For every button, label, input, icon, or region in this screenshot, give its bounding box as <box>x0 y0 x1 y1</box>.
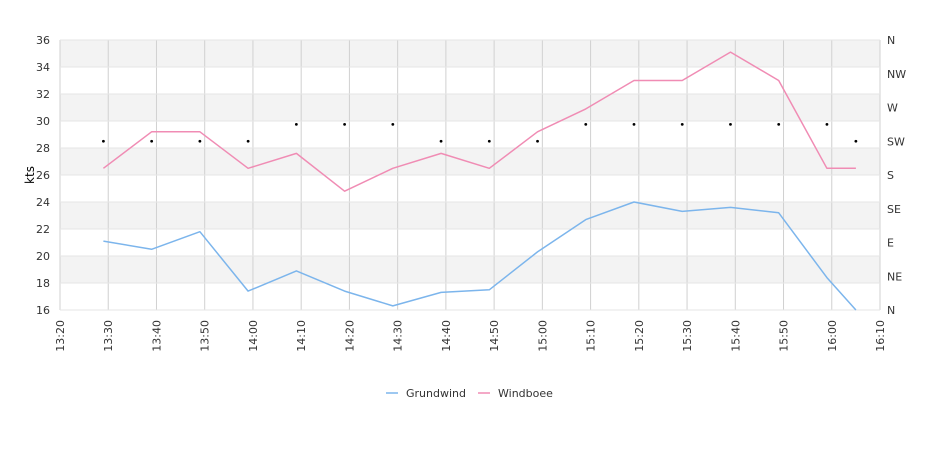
horizontal-gridlines <box>60 39 880 311</box>
y-axis-label: kts <box>23 166 37 184</box>
right-axis-label: N <box>887 304 895 317</box>
x-tick-label: 15:20 <box>633 320 646 352</box>
direction-markers <box>102 122 858 143</box>
plot-band <box>60 121 880 148</box>
direction-marker <box>246 139 250 143</box>
series-line-grundwind <box>103 201 857 311</box>
direction-marker <box>777 122 781 126</box>
x-tick-label: 15:50 <box>778 320 791 352</box>
direction-marker <box>729 122 732 126</box>
y-tick-label: 30 <box>36 115 50 128</box>
y-tick-label: 22 <box>36 223 50 236</box>
x-tick-label: 13:50 <box>199 320 212 352</box>
direction-marker <box>150 139 154 143</box>
right-axis-label: W <box>887 102 898 115</box>
right-axis-label: NE <box>887 270 902 283</box>
plot-band <box>60 229 880 256</box>
y-tick-label: 28 <box>36 142 50 155</box>
right-axis-label: SE <box>887 203 901 216</box>
direction-marker <box>439 139 443 143</box>
x-tick-label: 15:10 <box>585 320 598 352</box>
y-tick-label: 24 <box>36 196 50 209</box>
x-tick-label: 15:00 <box>536 320 549 352</box>
plot-band <box>60 256 880 283</box>
direction-marker <box>680 122 684 126</box>
y-tick-label: 18 <box>36 277 50 290</box>
plot-band <box>60 202 880 229</box>
x-tick-label: 15:30 <box>681 320 694 352</box>
legend-label: Windboee <box>498 387 553 400</box>
plot-band <box>60 283 880 310</box>
direction-marker <box>854 139 858 143</box>
direction-marker <box>343 122 346 126</box>
x-tick-label: 13:20 <box>54 320 67 352</box>
series-line-windboee <box>102 51 856 192</box>
plot-band <box>60 148 880 175</box>
x-tick-label: 14:50 <box>488 320 501 352</box>
right-axis-label: E <box>887 237 894 250</box>
direction-marker <box>632 122 636 126</box>
x-tick-label: 13:40 <box>150 320 163 352</box>
x-tick-label: 16:10 <box>874 320 887 352</box>
x-tick-label: 14:10 <box>295 320 308 352</box>
plot-band <box>60 94 880 121</box>
y-tick-label: 36 <box>36 34 50 47</box>
plot-band <box>60 67 880 94</box>
direction-marker <box>102 139 105 143</box>
x-tick-label: 16:00 <box>826 320 839 352</box>
plot-band <box>60 40 880 67</box>
direction-marker <box>584 122 588 126</box>
legend: Grundwind Windboee <box>386 387 553 400</box>
x-tick-label: 13:30 <box>102 320 115 352</box>
direction-marker <box>198 139 202 143</box>
right-axis-ticks: N NE E SE S SW W NW N <box>887 34 906 317</box>
right-axis-label: S <box>887 169 894 182</box>
direction-marker <box>536 139 539 143</box>
series-lines <box>102 51 857 311</box>
plot-band <box>60 175 880 202</box>
y-axis-ticks: 16 18 20 22 24 26 28 30 32 34 36 <box>36 34 50 317</box>
y-tick-label: 32 <box>36 88 50 101</box>
x-tick-label: 14:40 <box>440 320 453 352</box>
plot-bands <box>60 40 880 310</box>
y-tick-label: 34 <box>36 61 50 74</box>
direction-marker <box>487 139 491 143</box>
y-tick-label: 26 <box>36 169 50 182</box>
right-axis-label: NW <box>887 68 906 81</box>
direction-marker <box>294 122 298 126</box>
x-axis-ticks: 13:20 13:30 13:40 13:50 14:00 14:10 14:20 14:30… <box>54 320 887 352</box>
x-tick-label: 14:20 <box>343 320 356 352</box>
x-tick-label: 15:40 <box>729 320 742 352</box>
direction-marker <box>391 122 395 126</box>
y-tick-label: 16 <box>36 304 50 317</box>
legend-label: Grundwind <box>406 387 466 400</box>
right-axis-label: N <box>887 34 895 47</box>
x-tick-label: 14:00 <box>247 320 260 352</box>
direction-marker <box>825 122 829 126</box>
right-axis-label: SW <box>887 135 905 148</box>
x-tick-label: 14:30 <box>392 320 405 352</box>
y-tick-label: 20 <box>36 250 50 263</box>
